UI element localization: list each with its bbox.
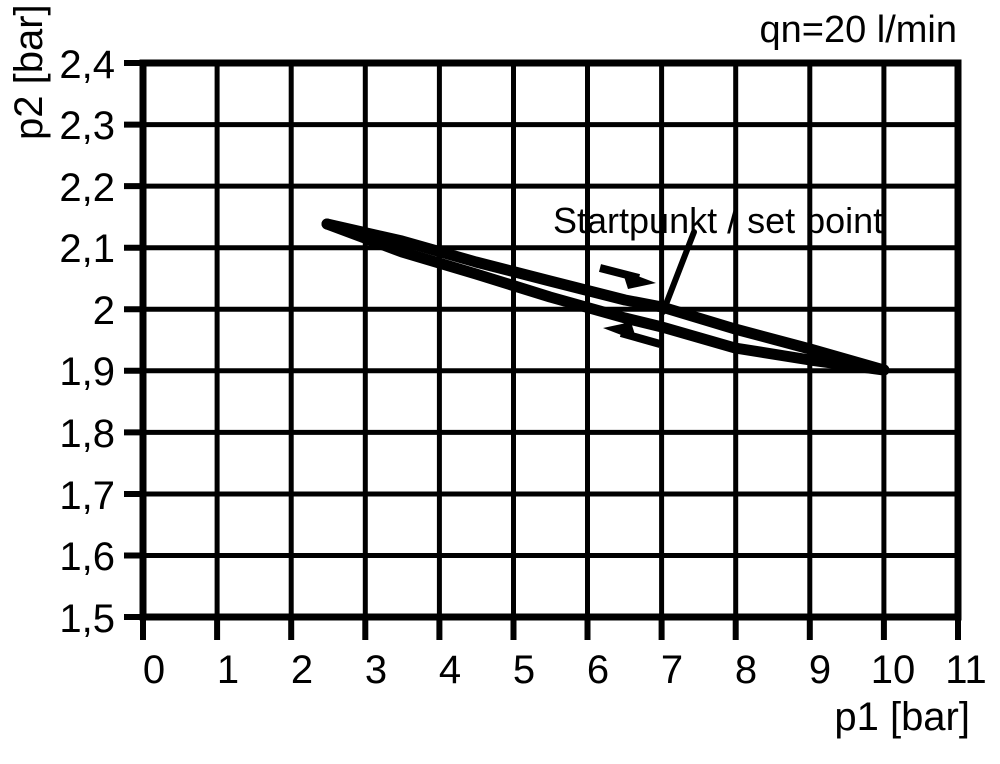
x-gridlines <box>214 63 887 617</box>
y-tick-label-2-1: 2,1 <box>59 227 115 271</box>
arrow-left-icon <box>603 322 662 348</box>
y-tick-marks <box>124 60 143 620</box>
y-tick-label-1-9: 1,9 <box>59 350 115 394</box>
y-tick-label-1-5: 1,5 <box>59 597 115 641</box>
x-tick-label-0: 0 <box>143 648 165 692</box>
y-tick-label-2-2: 2,2 <box>59 166 115 210</box>
x-tick-label-9: 9 <box>809 648 831 692</box>
curve-lower-branch <box>321 218 890 376</box>
y-tick-label-2-0: 2 <box>93 289 115 333</box>
x-tick-label-4: 4 <box>439 648 461 692</box>
y-tick-label-2-4: 2,4 <box>59 43 115 87</box>
x-tick-label-2: 2 <box>291 648 313 692</box>
chart-title: qn=20 l/min <box>759 9 957 51</box>
curve-upper-branch <box>321 218 890 376</box>
arrow-right-icon <box>599 264 656 289</box>
set-point-leader-line <box>660 229 697 315</box>
set-point-annotation-label: Startpunkt / set point <box>553 200 883 241</box>
y-tick-labels: 2,4 2,3 2,2 2,1 2 1,9 1,8 1,7 1,6 1,5 <box>59 43 115 641</box>
x-tick-label-10: 10 <box>871 648 916 692</box>
x-tick-label-3: 3 <box>365 648 387 692</box>
x-tick-label-11: 11 <box>945 648 987 692</box>
x-tick-label-8: 8 <box>735 648 757 692</box>
y-axis-title: p2 [bar] <box>7 4 51 140</box>
plot-frame <box>139 59 962 621</box>
x-tick-label-5: 5 <box>513 648 535 692</box>
x-tick-label-6: 6 <box>587 648 609 692</box>
y-tick-label-1-6: 1,6 <box>59 535 115 579</box>
x-tick-label-7: 7 <box>661 648 683 692</box>
x-tick-labels: 0 1 2 3 4 5 6 7 8 9 10 11 <box>143 648 987 692</box>
y-tick-label-2-3: 2,3 <box>59 104 115 148</box>
y-tick-label-1-7: 1,7 <box>59 474 115 518</box>
x-tick-label-1: 1 <box>217 648 239 692</box>
x-tick-marks <box>140 617 961 640</box>
y-tick-label-1-8: 1,8 <box>59 412 115 456</box>
y-gridlines <box>143 122 958 558</box>
x-axis-title: p1 [bar] <box>834 695 970 739</box>
